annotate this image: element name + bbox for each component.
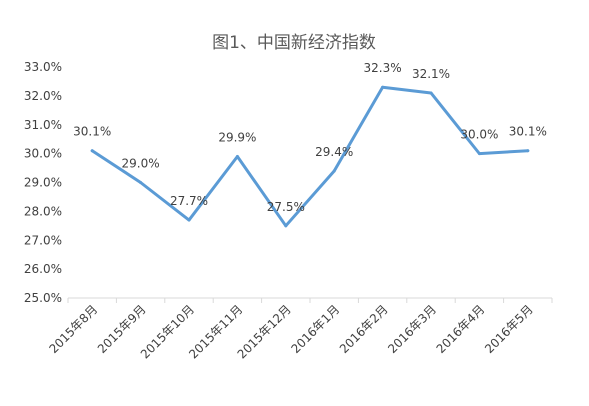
x-tick-label: 2016年2月 — [337, 302, 391, 356]
data-point — [235, 155, 239, 159]
y-tick-label: 29.0% — [24, 176, 62, 190]
chart-title: 图1、中国新经济指数 — [212, 33, 376, 53]
series-group — [90, 85, 530, 228]
data-label: 30.1% — [509, 125, 547, 139]
x-tick-label: 2016年1月 — [288, 302, 342, 356]
data-point — [429, 91, 433, 95]
y-tick-label: 28.0% — [24, 204, 62, 218]
data-point — [526, 149, 530, 153]
y-tick-label: 27.0% — [24, 233, 62, 247]
data-label: 30.0% — [460, 128, 498, 142]
data-point — [381, 85, 385, 89]
series-line — [90, 85, 530, 228]
y-tick-label: 26.0% — [24, 262, 62, 276]
y-axis: 25.0% 26.0% 27.0% 28.0% 29.0% 30.0% 31.0% 32.0%… — [24, 60, 62, 305]
data-label: 29.0% — [122, 157, 160, 171]
data-label: 32.3% — [364, 61, 402, 75]
data-point — [90, 149, 94, 153]
data-label: 29.4% — [315, 145, 353, 159]
data-point — [139, 181, 143, 184]
y-tick-label: 32.0% — [24, 89, 62, 103]
data-label: 32.1% — [412, 67, 450, 81]
x-tick-label: 2016年5月 — [482, 302, 536, 356]
data-label: 29.9% — [218, 131, 256, 145]
data-label: 27.5% — [267, 200, 305, 214]
y-tick-label: 25.0% — [24, 291, 62, 305]
data-point — [187, 218, 191, 222]
data-point — [332, 169, 336, 173]
data-label: 27.7% — [170, 194, 208, 208]
data-point — [284, 224, 288, 228]
y-tick-label: 31.0% — [24, 118, 62, 132]
y-tick-label: 30.0% — [24, 147, 62, 161]
x-tick-label: 2016年4月 — [434, 302, 488, 356]
x-axis: 2015年8月2015年9月2015年10月2015年11月2015年12月20… — [46, 297, 553, 361]
data-labels: 30.1% 29.0% 27.7% 29.9% 27.5% 29.4% 32.3% 32.1%… — [73, 61, 547, 214]
x-tick-label: 2015年8月 — [46, 302, 100, 356]
x-tick-label: 2016年3月 — [385, 302, 439, 356]
y-tick-label: 33.0% — [24, 60, 62, 74]
data-point — [477, 152, 481, 156]
data-label: 30.1% — [73, 125, 111, 139]
